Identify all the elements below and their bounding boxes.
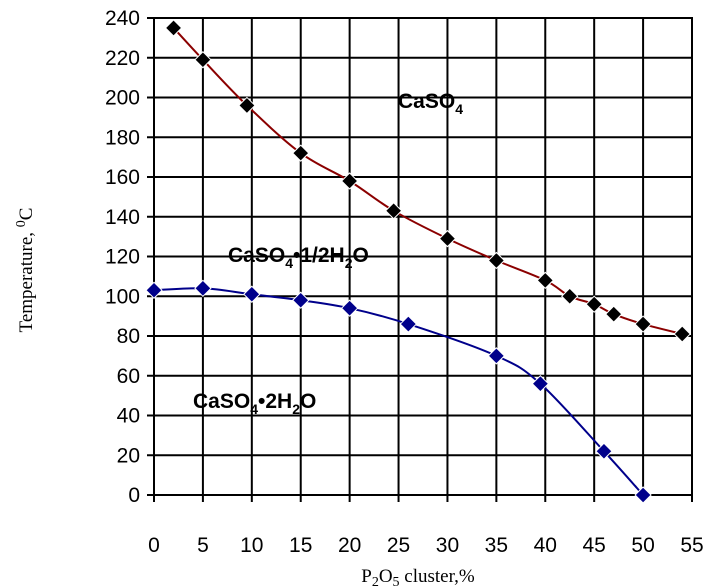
y-tick-label: 80 (117, 325, 140, 348)
series-2 (145, 279, 652, 504)
y-tick-label: 40 (117, 405, 140, 428)
x-tick-label: 35 (485, 534, 508, 557)
data-point (673, 325, 691, 343)
x-tick-label: 20 (338, 534, 361, 557)
data-point (487, 251, 506, 270)
region-label-caso4-text: CaSO (398, 90, 455, 113)
y-tick-label: 60 (117, 365, 140, 388)
y-tick-label: 160 (105, 166, 140, 189)
data-point (438, 229, 457, 248)
plot-area-border (153, 17, 693, 496)
data-point (145, 281, 163, 299)
y-tick-labels: 0 20 40 60 80 100 120 140 160 180 200 220 240 (105, 7, 140, 507)
data-point (164, 19, 183, 37)
data-point (634, 486, 652, 504)
y-tick-label: 120 (105, 246, 140, 269)
x-tick-labels: 0 5 10 15 20 25 30 35 40 45 50 55 (148, 534, 704, 557)
x-tick-label: 50 (631, 534, 654, 557)
y-tick-label: 100 (105, 285, 140, 308)
data-point (605, 305, 623, 323)
series-line (153, 287, 644, 496)
x-tick-label: 40 (534, 534, 557, 557)
x-tick-label: 0 (148, 534, 160, 557)
x-axis-title: P2O5 cluster,% (361, 566, 475, 587)
data-point (384, 202, 403, 220)
data-point (561, 287, 579, 305)
x-tick-label: 15 (289, 534, 312, 557)
y-tick-label: 0 (128, 484, 140, 507)
data-point (243, 285, 261, 303)
data-point (340, 299, 359, 317)
x-tick-label: 30 (436, 534, 459, 557)
data-point (238, 96, 256, 115)
x-tick-label: 10 (240, 534, 263, 557)
data-point (194, 51, 212, 69)
x-tick-label: 5 (197, 534, 209, 557)
data-point (340, 172, 359, 190)
series-1 (164, 19, 691, 343)
data-point (194, 279, 212, 298)
data-point (595, 442, 613, 460)
region-label-hemihydrate: CaSO4•1/2H2O (228, 244, 369, 271)
data-point (634, 315, 652, 333)
data-point (585, 295, 603, 313)
data-point (487, 347, 506, 365)
data-point (292, 291, 310, 309)
x-tick-label: 45 (583, 534, 606, 557)
y-axis-title: Temperature, 0C (14, 208, 37, 333)
x-tick-label: 55 (680, 534, 703, 557)
data-point (399, 315, 418, 333)
region-label-dihydrate: CaSO4•2H2O (193, 390, 316, 417)
y-tick-label: 20 (117, 444, 140, 467)
data-point (531, 374, 550, 393)
data-point (292, 144, 310, 162)
series-layer (145, 19, 691, 504)
data-point (536, 271, 554, 290)
y-tick-label: 220 (105, 47, 140, 70)
y-tick-label: 140 (105, 206, 140, 229)
x-tick-label: 25 (387, 534, 410, 557)
y-tick-label: 240 (105, 7, 140, 30)
region-label-caso4: CaSO4 (398, 90, 463, 117)
y-tick-label: 180 (105, 126, 140, 149)
y-tick-label: 200 (105, 87, 140, 110)
